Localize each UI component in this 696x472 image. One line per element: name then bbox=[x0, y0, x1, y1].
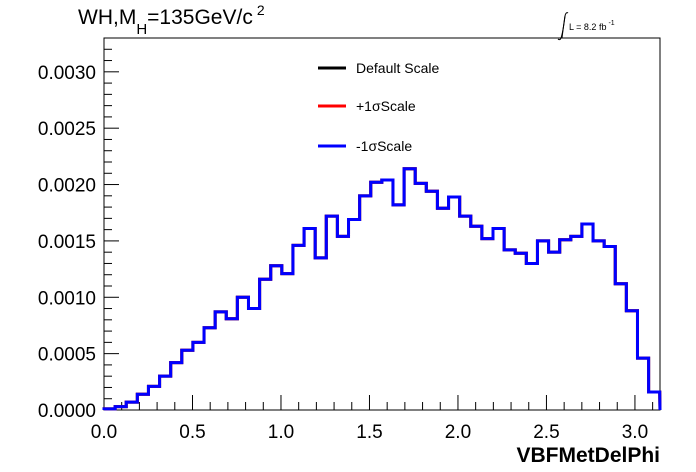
y-tick-label: 0.0010 bbox=[38, 288, 96, 309]
x-tick-label: 1.0 bbox=[268, 422, 294, 443]
luminosity-label: L = 8.2 fb -1 bbox=[569, 20, 615, 32]
title-subscript: H bbox=[136, 21, 148, 38]
y-tick-label: 0.0025 bbox=[38, 119, 96, 140]
title-rest: =135GeV/c bbox=[147, 6, 253, 29]
y-tick-label: 0.0000 bbox=[38, 401, 96, 422]
x-tick-label: 1.5 bbox=[356, 422, 382, 443]
x-tick-label: 0.5 bbox=[179, 422, 205, 443]
x-axis-label: VBFMetDelPhi bbox=[516, 444, 660, 467]
luminosity-superscript: -1 bbox=[608, 20, 615, 27]
x-tick-label: 2.5 bbox=[533, 422, 559, 443]
title-superscript: 2 bbox=[256, 2, 265, 18]
legend: Default Scale +1σScale -1σScale bbox=[318, 60, 439, 154]
series-layer bbox=[102, 167, 662, 411]
legend-label: Default Scale bbox=[356, 60, 439, 76]
y-tick-label: 0.0005 bbox=[38, 345, 96, 366]
plot-frame bbox=[103, 37, 661, 411]
y-tick-label: 0.0020 bbox=[38, 176, 96, 197]
y-axis: 0.0000 0.0005 0.0010 0.0015 0.0020 0.0025 0.00… bbox=[38, 37, 119, 422]
x-tick-label: 0.0 bbox=[91, 422, 117, 443]
legend-label: +1σScale bbox=[356, 98, 416, 114]
luminosity-text: L = 8.2 fb bbox=[569, 22, 607, 32]
y-tick-label: 0.0030 bbox=[38, 63, 96, 84]
y-tick-label: 0.0015 bbox=[38, 232, 96, 253]
integral-icon-tail bbox=[557, 15, 566, 41]
chart-title: WH,MH=135GeV/c 2 bbox=[78, 2, 265, 38]
series-line-1 bbox=[102, 167, 662, 411]
x-tick-label: 2.0 bbox=[445, 422, 471, 443]
x-axis: 0.0 0.5 1.0 1.5 2.0 2.5 3.0 bbox=[91, 395, 654, 443]
series-line-0 bbox=[102, 167, 662, 411]
legend-label: -1σScale bbox=[356, 138, 412, 154]
series-line-2 bbox=[102, 167, 662, 411]
title-main: WH,M bbox=[78, 6, 137, 29]
x-tick-label: 3.0 bbox=[622, 422, 648, 443]
